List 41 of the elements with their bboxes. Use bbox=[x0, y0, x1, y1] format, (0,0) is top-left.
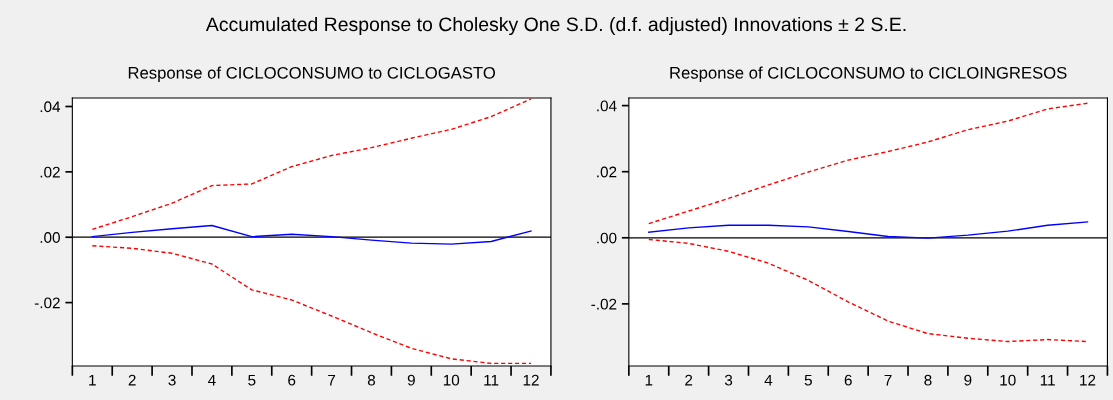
line-series bbox=[648, 238, 1089, 343]
x-tick-label: 8 bbox=[367, 374, 376, 386]
text: Accumulated Response to Cholesky One S.D. (d.f. adjusted) Innovations ± 2 S.E. bbox=[205, 16, 906, 36]
x-tick-label: 7 bbox=[328, 374, 336, 386]
x-tick-label: 9 bbox=[407, 374, 415, 386]
line-series bbox=[648, 221, 1089, 239]
x-tick-label: 10 bbox=[1000, 374, 1016, 386]
x-tick-label: 12 bbox=[523, 374, 539, 386]
x-tick-label: 9 bbox=[964, 374, 972, 386]
x-tick-label: 10 bbox=[443, 374, 460, 386]
x-tick-label: 3 bbox=[724, 374, 733, 386]
x-tick-label: 2 bbox=[128, 374, 136, 386]
y-tick-label: .02 bbox=[597, 166, 617, 178]
line-series bbox=[648, 102, 1089, 225]
x-tick-label: 3 bbox=[168, 374, 176, 386]
x-tick-label: 1 bbox=[89, 374, 96, 386]
x-tick-label: 1 bbox=[645, 374, 653, 386]
x-tick-label: 5 bbox=[248, 374, 256, 386]
chart-title: Response of CICLOCONSUMO to CICLOINGRESOS bbox=[670, 66, 1067, 83]
y-tick-label: .00 bbox=[40, 232, 60, 243]
x-tick-label: 6 bbox=[288, 374, 296, 386]
x-tick-label: 12 bbox=[1080, 374, 1096, 386]
y-tick-label: .04 bbox=[40, 101, 61, 113]
x-tick-label: 8 bbox=[924, 374, 932, 386]
x-tick-label: 11 bbox=[1040, 374, 1055, 386]
x-tick-label: 11 bbox=[484, 374, 499, 386]
line-series bbox=[91, 224, 532, 245]
x-tick-label: 2 bbox=[685, 374, 693, 386]
x-tick-label: 4 bbox=[764, 374, 773, 386]
line-series bbox=[91, 245, 532, 365]
x-tick-label: 6 bbox=[844, 374, 852, 386]
x-tick-label: 5 bbox=[804, 374, 812, 386]
y-tick-label: .04 bbox=[597, 100, 617, 112]
y-tick-label: .02 bbox=[40, 166, 60, 178]
chart-title: Response of CICLOCONSUMO to CICLOGASTO bbox=[128, 66, 496, 83]
y-tick-label: -.02 bbox=[34, 297, 60, 309]
y-tick-label: -.02 bbox=[591, 298, 617, 310]
y-tick-label: .00 bbox=[597, 232, 617, 244]
x-tick-label: 4 bbox=[208, 374, 216, 386]
x-tick-label: 7 bbox=[884, 374, 892, 386]
line-series bbox=[91, 98, 532, 231]
